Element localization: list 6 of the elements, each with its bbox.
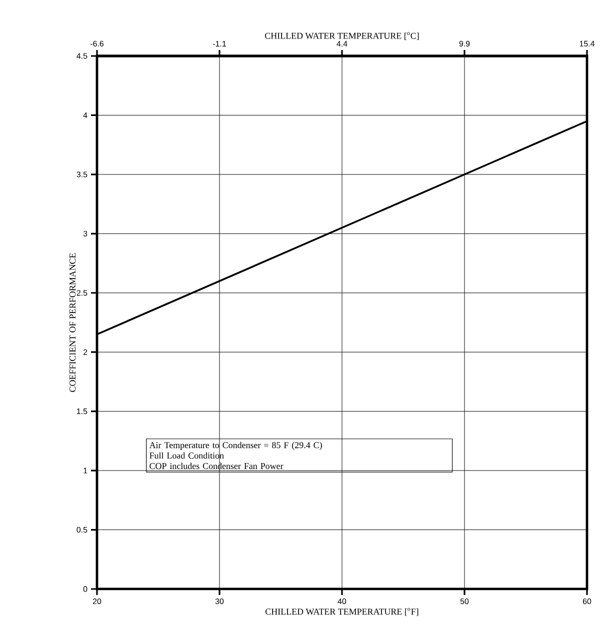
- y-axis-title: COEFFICIENT OF PERFORMANCE: [70, 253, 76, 392]
- annotation: Air Temperature to Condenser = 85 F (29.4 C): [149, 442, 322, 450]
- x2-axis-title: CHILLED WATER TEMPERATURE [$^{o}$C]: [265, 32, 419, 40]
- x-axis-title: CHILLED WATER TEMPERATURE [$^{o}$F]: [266, 608, 418, 616]
- annotation: COP includes Condenser Fan Power: [150, 462, 284, 470]
- annotation: Full Load Condition: [150, 452, 224, 459]
